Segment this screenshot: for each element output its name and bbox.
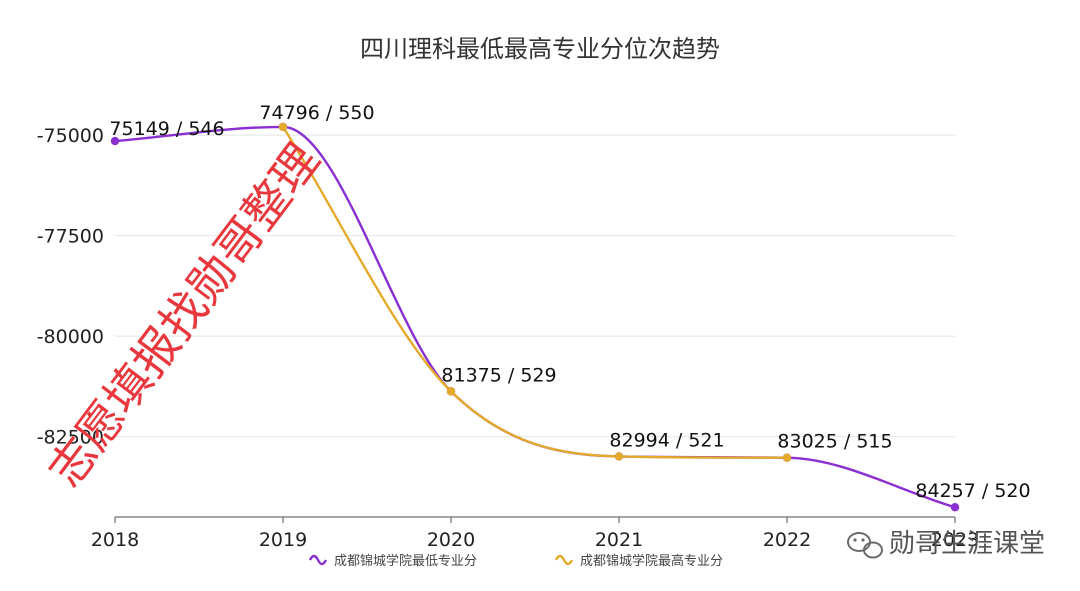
data-label: 82994 / 521 (609, 429, 724, 451)
legend-label: 成都锦城学院最低专业分 (334, 553, 477, 569)
data-point (782, 453, 792, 462)
y-axis-ticks: -75000 -77500 -80000 -82500 (37, 125, 104, 449)
data-label: 84257 / 520 (915, 480, 1030, 502)
y-tick-label: -82500 (37, 427, 104, 449)
data-point (950, 503, 960, 512)
data-point (446, 387, 456, 396)
legend-item-0[interactable]: 成都锦城学院最低专业分 (308, 553, 477, 569)
x-axis-ticks: 2018 2019 2020 2021 2022 2023 (91, 517, 979, 551)
y-tick-label: -80000 (37, 326, 104, 348)
legend-swatch (554, 554, 574, 566)
watermark: 志愿填报找勋哥整理 (38, 133, 330, 496)
legend-item-1[interactable]: 成都锦城学院最高专业分 (554, 553, 723, 569)
data-label: 83025 / 515 (777, 431, 892, 453)
data-label: 74796 / 550 (259, 102, 374, 124)
x-tick-label: 2018 (91, 529, 139, 551)
x-tick-label: 2023 (931, 529, 979, 551)
account-name: 勋哥生涯课堂 (889, 529, 1045, 559)
x-tick-label: 2021 (595, 529, 643, 551)
legend-label: 成都锦城学院最高专业分 (580, 553, 723, 569)
x-tick-label: 2019 (259, 529, 307, 551)
data-label: 75149 / 546 (109, 118, 224, 140)
data-label: 81375 / 529 (441, 364, 556, 386)
y-tick-label: -75000 (37, 125, 104, 147)
data-point (278, 122, 288, 132)
x-tick-label: 2022 (763, 529, 811, 551)
watermark-text: 志愿填报找勋哥整理 (38, 133, 330, 496)
legend-swatch (308, 554, 328, 566)
data-point (110, 136, 120, 146)
data-points (110, 122, 960, 512)
wechat-icon (847, 532, 883, 559)
x-tick-label: 2020 (427, 529, 475, 551)
data-point (614, 452, 624, 461)
y-tick-label: -77500 (37, 226, 104, 248)
chart-title: 四川理科最低最高专业分位次趋势 (360, 35, 720, 63)
data-labels: 75149 / 546 83025 / 515 84257 / 520 74796 /… (109, 102, 1030, 502)
legend: 成都锦城学院最低专业分 成都锦城学院最高专业分 (308, 553, 723, 569)
series-line-1 (281, 126, 788, 459)
grid-lines (115, 134, 955, 438)
wechat-badge: 勋哥生涯课堂 (847, 529, 1045, 559)
